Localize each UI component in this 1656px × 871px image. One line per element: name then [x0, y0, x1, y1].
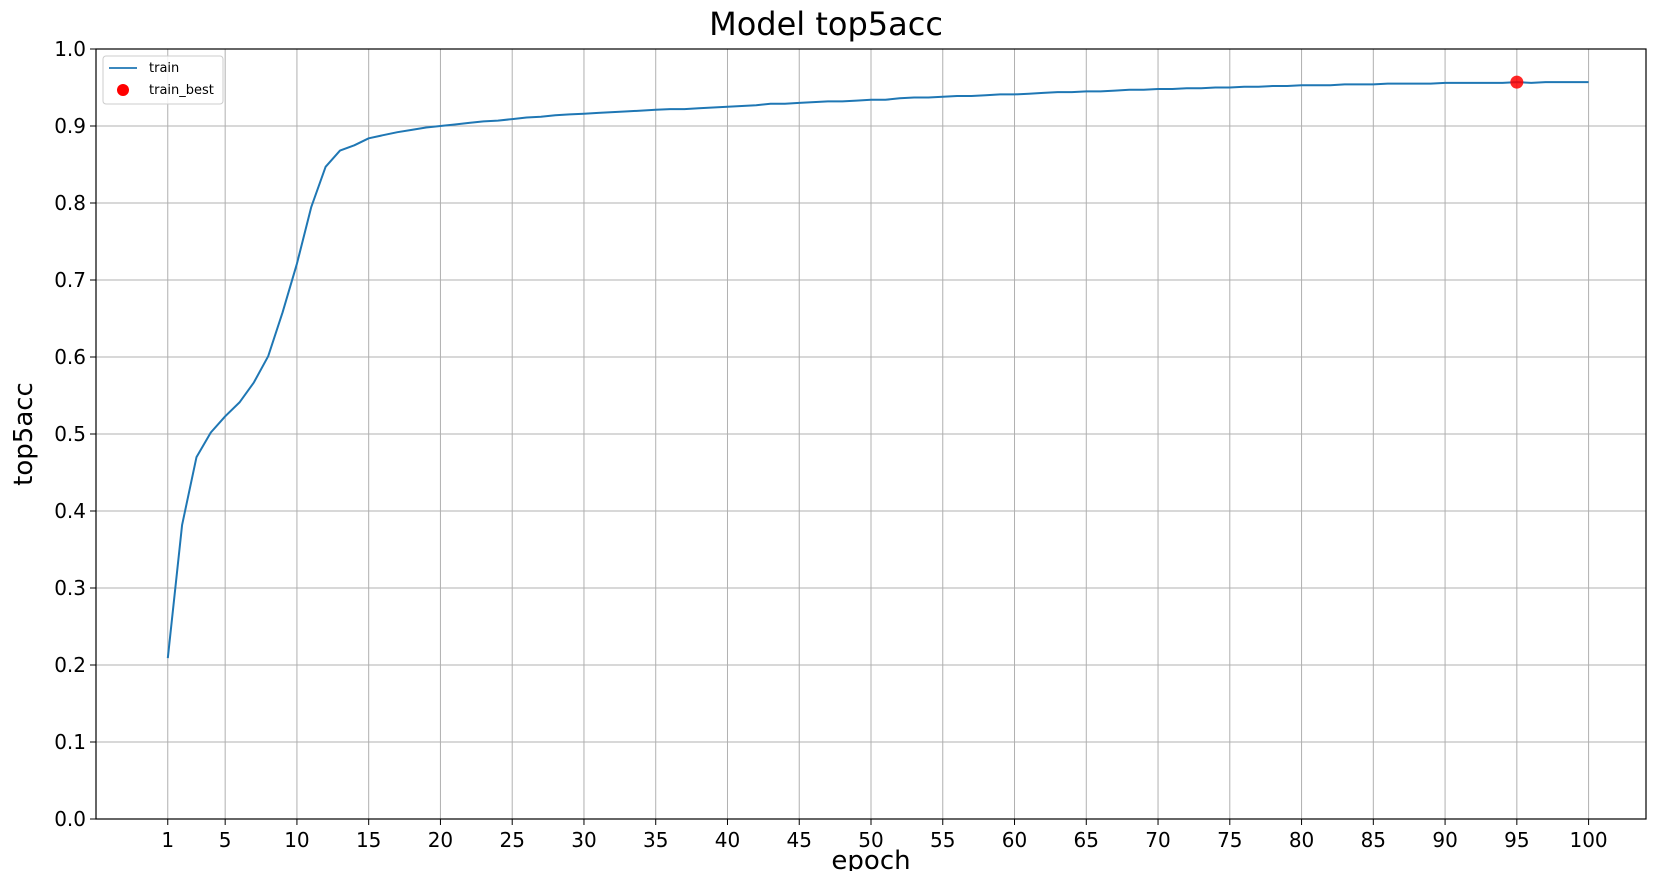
y-axis-label: top5acc [9, 382, 39, 486]
x-tick-label: 85 [1361, 828, 1386, 852]
legend-label-train: train [149, 61, 179, 76]
x-tick-label: 40 [715, 828, 740, 852]
y-axis: 0.0 0.1 0.2 0.3 0.4 0.5 0.6 0.7 0.8 0.9 1.0 [54, 37, 96, 831]
x-tick-label: 95 [1504, 828, 1529, 852]
y-tick-label: 0.1 [54, 730, 86, 754]
x-tick-label: 10 [284, 828, 309, 852]
x-tick-label: 60 [1002, 828, 1027, 852]
x-tick-label: 35 [643, 828, 668, 852]
x-tick-label: 50 [858, 828, 883, 852]
x-tick-label: 75 [1217, 828, 1242, 852]
x-axis: 1 5 10 15 20 25 30 35 40 45 50 55 60 65 70 75 80 85 90 95 10… [161, 819, 1608, 852]
x-tick-label: 5 [219, 828, 232, 852]
legend: train train_best [102, 55, 224, 105]
y-tick-label: 1.0 [54, 37, 86, 61]
x-tick-label: 20 [428, 828, 453, 852]
x-tick-label: 15 [356, 828, 381, 852]
x-tick-label: 25 [499, 828, 524, 852]
x-tick-label: 1 [161, 828, 174, 852]
train-line [166, 81, 1589, 659]
chart-title: Model top5acc [709, 5, 943, 43]
y-tick-label: 0.0 [54, 807, 86, 831]
y-tick-label: 0.5 [54, 422, 86, 446]
x-tick-label: 80 [1289, 828, 1314, 852]
y-tick-label: 0.4 [54, 499, 86, 523]
x-tick-label: 65 [1074, 828, 1099, 852]
legend-label-train-best: train_best [149, 83, 214, 98]
y-tick-label: 0.7 [54, 268, 86, 292]
x-tick-label: 30 [571, 828, 596, 852]
y-tick-label: 0.8 [54, 191, 86, 215]
x-tick-label: 55 [930, 828, 955, 852]
y-tick-label: 0.9 [54, 114, 86, 138]
y-tick-label: 0.2 [54, 653, 86, 677]
x-tick-label: 90 [1432, 828, 1457, 852]
x-axis-label: epoch [831, 846, 910, 871]
x-tick-label: 100 [1569, 828, 1607, 852]
legend-marker-swatch [117, 84, 129, 96]
x-tick-label: 70 [1145, 828, 1170, 852]
y-tick-label: 0.3 [54, 576, 86, 600]
y-tick-label: 0.6 [54, 345, 86, 369]
train-best-marker [1510, 75, 1524, 89]
series-layer [166, 75, 1589, 659]
x-tick-label: 45 [787, 828, 812, 852]
